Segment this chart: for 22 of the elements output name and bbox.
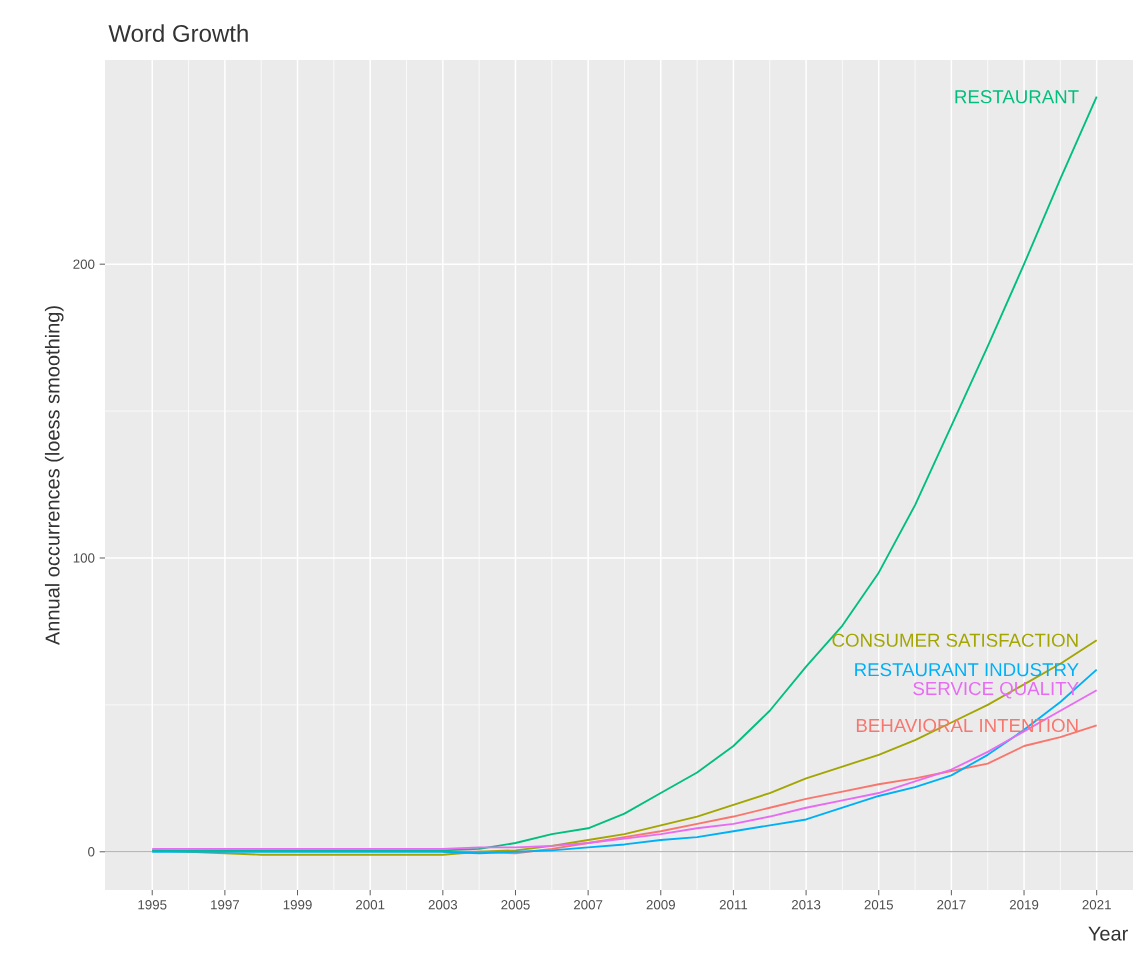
- x-tick-label: 2009: [646, 900, 675, 910]
- chart-title: Word Growth: [108, 24, 248, 42]
- series-label: RESTAURANT: [955, 90, 1079, 104]
- y-tick-label: 0: [88, 847, 95, 857]
- y-tick-label: 100: [73, 553, 95, 563]
- x-tick-label: 2001: [356, 900, 385, 910]
- x-tick-label: 1997: [211, 900, 240, 910]
- y-axis-title: Annual occurrences (loess smoothing): [44, 306, 64, 646]
- x-tick-label: 2015: [864, 900, 893, 910]
- x-tick-label: 2019: [1009, 900, 1039, 910]
- x-tick-label: 1995: [138, 900, 167, 910]
- y-tick-label: 200: [73, 259, 95, 269]
- x-tick-label: 2011: [719, 900, 748, 910]
- x-tick-label: 2017: [937, 900, 966, 910]
- x-axis-title: Year: [1088, 926, 1128, 941]
- x-tick-label: 2003: [428, 900, 458, 910]
- x-tick-label: 2021: [1082, 900, 1111, 910]
- x-tick-label: 2005: [501, 900, 530, 910]
- x-tick-label: 2007: [573, 900, 603, 910]
- x-tick-label: 2013: [791, 900, 821, 910]
- x-tick-label: 1999: [283, 900, 312, 910]
- series-label: CONSUMER SATISFACTION: [832, 633, 1078, 647]
